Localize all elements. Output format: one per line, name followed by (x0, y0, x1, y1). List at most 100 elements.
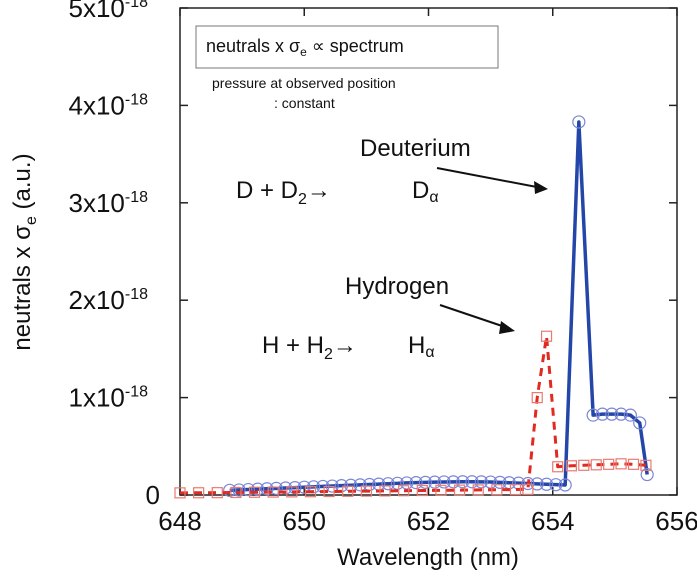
d-reaction-rhs: D (412, 177, 429, 204)
y-tick-label: 1x10-18 (68, 383, 148, 413)
deuterium-point (539, 477, 554, 491)
deuterium-point (493, 475, 507, 489)
legend-note-line2: : constant (274, 95, 335, 111)
deuterium-point (418, 475, 432, 489)
hydrogen-point (453, 484, 466, 496)
deuterium-point (223, 483, 237, 497)
hydrogen-point (531, 392, 543, 404)
y-tick-label: 3x10-18 (68, 188, 148, 218)
y-tick-label: 2x10-18 (68, 285, 148, 315)
d-reaction-rhs-sub: α (429, 189, 438, 206)
h-reaction-rhs-sub: α (425, 344, 434, 361)
hydrogen-point (590, 459, 602, 471)
deuterium-point (456, 475, 470, 489)
deuterium-point (260, 482, 274, 496)
legend-title: neutrals x σe ∝ spectrum (206, 36, 404, 59)
hydrogen-point (615, 458, 627, 470)
hydrogen-point (379, 485, 391, 497)
annotations: Deuterium Hydrogen D + D2→ Dα H + H2→ Hα (236, 135, 548, 363)
y-axis-title-unit: (a.u.) (9, 153, 36, 216)
deuterium-arrow-line (436, 167, 543, 189)
y-tick-label-exp: -18 (125, 0, 148, 11)
deuterium-arrow-head (534, 181, 548, 194)
y-tick-label-base: 1x10 (68, 383, 124, 413)
y-tick-label-base: 4x10 (68, 90, 124, 120)
legend: neutrals x σe ∝ spectrum pressure at obs… (195, 25, 499, 111)
deuterium-point (595, 407, 610, 421)
y-tick-label-base: 5x10 (68, 0, 124, 23)
hydrogen-point (286, 486, 298, 498)
y-tick-label-exp: -18 (125, 384, 148, 401)
deuterium-point (381, 477, 395, 491)
hydrogen-point (509, 483, 522, 496)
hydrogen-point (565, 460, 577, 472)
hydrogen-point (627, 458, 640, 470)
hydrogen-point (435, 484, 447, 496)
hydrogen-point (248, 486, 261, 498)
hydrogen-point (174, 487, 186, 499)
hydrogen-point (323, 485, 335, 498)
legend-title-sub: e (300, 45, 307, 59)
deuterium-point (623, 408, 638, 422)
deuterium-point (428, 475, 442, 489)
y-tick-label-exp: -18 (125, 286, 148, 303)
hydrogen-point (552, 461, 564, 473)
deuterium-point (232, 483, 246, 497)
deuterium-point (521, 476, 535, 491)
d-reaction-arrow: → (307, 177, 331, 204)
hydrogen-point (360, 485, 372, 497)
hydrogen-point (398, 485, 410, 497)
deuterium-point (614, 407, 628, 421)
d-reaction-lhs: D + D (236, 177, 298, 204)
deuterium-point (640, 467, 654, 482)
deuterium-label: Deuterium (360, 135, 471, 162)
x-axis-title: Wavelength (nm) (337, 544, 519, 571)
hydrogen-point (578, 459, 590, 471)
deuterium-point (279, 481, 293, 495)
x-tick-label: 654 (531, 506, 574, 536)
x-tick-label: 648 (158, 506, 201, 536)
deuterium-point (586, 408, 600, 422)
deuterium-point (465, 475, 479, 489)
hydrogen-point (267, 486, 279, 498)
deuterium-point (549, 478, 563, 492)
y-axis-title: neutrals x σe (a.u.) (9, 153, 40, 350)
deuterium-point (288, 480, 302, 495)
axis-titles: Wavelength (nm) neutrals x σe (a.u.) (9, 153, 519, 571)
x-tick-label: 650 (283, 506, 326, 536)
hydrogen-point (540, 330, 553, 342)
hydrogen-label: Hydrogen (345, 273, 449, 300)
hydrogen-arrow-head (499, 321, 515, 334)
hydrogen-point (230, 486, 242, 499)
deuterium-point (446, 475, 460, 489)
hydrogen-point (304, 486, 317, 498)
deuterium-point (633, 416, 647, 430)
legend-box (195, 25, 499, 69)
y-tick-label-exp: -18 (125, 189, 148, 206)
legend-title-b: ∝ spectrum (307, 36, 404, 56)
legend-title-a: neutrals x σ (206, 36, 300, 56)
hydrogen-point (603, 458, 615, 470)
hydrogen-point (193, 487, 205, 499)
h-reaction-sub: 2 (324, 346, 333, 363)
hydrogen-point (342, 485, 354, 497)
series-layer (174, 115, 654, 499)
hydrogen-point (211, 487, 223, 499)
deuterium-point (353, 478, 367, 492)
y-tick-label: 0 (146, 480, 160, 510)
d-reaction: D + D2→ Dα (236, 177, 439, 208)
x-tick-label: 656 (655, 506, 697, 536)
deuterium-point (484, 475, 498, 489)
y-tick-label-exp: -18 (125, 91, 148, 108)
y-tick-label-base: 3x10 (68, 188, 124, 218)
hydrogen-point (522, 483, 534, 495)
y-axis-title-sub: e (23, 216, 40, 225)
deuterium-point (409, 476, 423, 490)
hydrogen-point (640, 459, 652, 471)
y-tick-label: 4x10-18 (68, 90, 148, 120)
hydrogen-point (416, 484, 428, 497)
y-tick-label: 5x10-18 (68, 0, 148, 23)
deuterium-point (437, 475, 451, 489)
deuterium-point (241, 482, 255, 497)
